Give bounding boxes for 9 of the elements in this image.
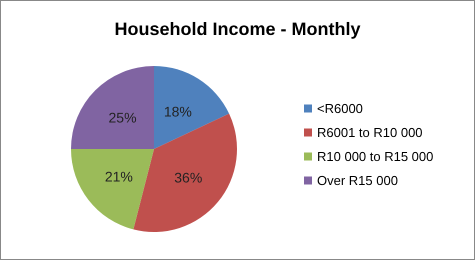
legend-label: R6001 to R10 000 bbox=[317, 125, 423, 140]
legend-label: <R6000 bbox=[317, 101, 363, 116]
legend-label: Over R15 000 bbox=[317, 173, 398, 188]
data-label: 36% bbox=[174, 169, 202, 186]
data-label: 18% bbox=[164, 103, 192, 120]
data-label: 25% bbox=[108, 110, 137, 126]
chart-title: Household Income - Monthly bbox=[114, 19, 360, 39]
data-label: 21% bbox=[104, 168, 133, 184]
legend-label: R10 000 to R15 000 bbox=[317, 149, 434, 164]
